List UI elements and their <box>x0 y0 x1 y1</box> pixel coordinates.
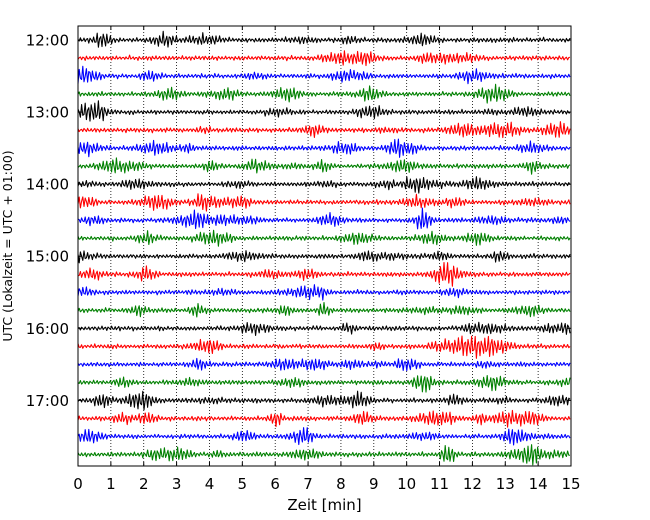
grid-lines <box>110 26 539 466</box>
y-axis-ticks: 12:00 13:00 14:00 15:00 16:00 17:00 <box>26 32 571 410</box>
x-tick-label-9: 9 <box>369 475 379 493</box>
trace-1445 <box>77 229 571 247</box>
trace-1745 <box>77 444 571 466</box>
trace-1730 <box>77 427 571 446</box>
x-tick-label-13: 13 <box>496 475 515 493</box>
trace-1230 <box>77 65 571 85</box>
x-axis-label: Zeit [min] <box>287 496 361 514</box>
trace-1500 <box>77 250 571 264</box>
trace-1615 <box>77 335 571 359</box>
y-tick-label-2: 14:00 <box>26 176 69 194</box>
trace-1345 <box>77 157 571 175</box>
trace-1400 <box>77 176 571 194</box>
x-tick-label-12: 12 <box>463 475 482 493</box>
x-tick-label-6: 6 <box>270 475 280 493</box>
y-tick-label-0: 12:00 <box>26 32 69 50</box>
seismogram-traces <box>77 30 571 466</box>
y-tick-label-4: 16:00 <box>26 320 69 338</box>
y-tick-label-5: 17:00 <box>26 392 69 410</box>
x-tick-label-3: 3 <box>172 475 182 493</box>
trace-1515 <box>77 261 571 287</box>
trace-1415 <box>77 193 571 212</box>
y-axis-label: UTC (Lokalzeit = UTC + 01:00) <box>0 150 15 341</box>
x-tick-label-15: 15 <box>561 475 580 493</box>
y-tick-label-3: 15:00 <box>26 248 69 266</box>
trace-1300 <box>77 100 571 122</box>
x-axis-ticks: 0 1 2 3 4 5 6 7 8 9 10 11 12 13 14 15 <box>73 26 581 493</box>
trace-1645 <box>77 375 571 393</box>
trace-1315 <box>77 121 571 139</box>
trace-1530 <box>77 284 571 301</box>
y-tick-label-1: 13:00 <box>26 104 69 122</box>
trace-1600 <box>77 321 571 336</box>
x-tick-label-0: 0 <box>73 475 83 493</box>
plot-frame <box>77 25 572 467</box>
x-tick-label-10: 10 <box>397 475 416 493</box>
x-tick-label-11: 11 <box>430 475 449 493</box>
trace-1630 <box>77 357 571 372</box>
trace-1700 <box>77 390 571 411</box>
trace-1215 <box>77 50 571 67</box>
trace-1430 <box>77 207 571 230</box>
x-tick-label-2: 2 <box>139 475 149 493</box>
x-tick-label-7: 7 <box>303 475 313 493</box>
plot-background <box>78 26 571 466</box>
trace-1545 <box>77 301 571 318</box>
trace-1715 <box>77 409 571 428</box>
x-tick-label-8: 8 <box>336 475 346 493</box>
x-tick-label-5: 5 <box>238 475 248 493</box>
x-tick-label-4: 4 <box>205 475 215 493</box>
trace-1200 <box>77 30 571 48</box>
trace-1245 <box>77 83 571 104</box>
x-tick-label-1: 1 <box>106 475 116 493</box>
x-tick-label-14: 14 <box>529 475 548 493</box>
trace-1330 <box>77 138 571 158</box>
